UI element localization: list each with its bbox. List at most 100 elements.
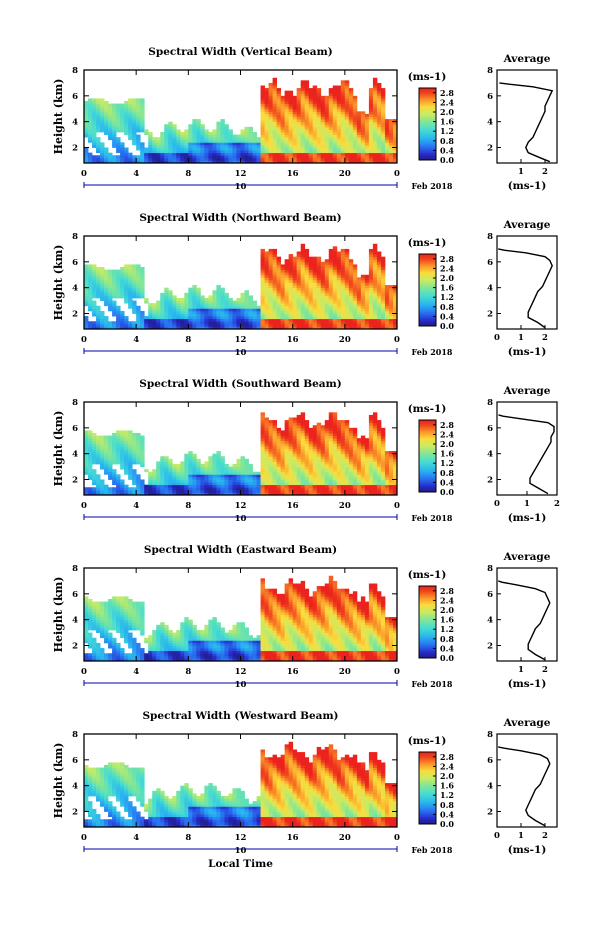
heatmap-cell xyxy=(292,448,298,452)
heatmap-cell xyxy=(108,464,113,467)
heatmap-cell xyxy=(392,292,398,296)
heatmap-cell xyxy=(268,433,273,436)
heatmap-cell xyxy=(284,440,290,444)
heatmap-cell xyxy=(116,106,121,110)
heatmap-cell xyxy=(360,155,366,159)
heatmap-cell xyxy=(356,487,362,491)
heatmap-cell xyxy=(288,259,294,263)
heatmap-cell xyxy=(368,438,374,442)
heatmap-cell xyxy=(340,82,346,86)
heatmap-cell xyxy=(348,119,354,123)
heatmap-cell xyxy=(196,469,201,473)
heatmap-cell xyxy=(220,482,225,486)
heatmap-cell xyxy=(112,111,117,115)
heatmap-cell xyxy=(292,285,298,289)
heatmap-cell xyxy=(312,298,318,301)
heatmap-cell xyxy=(376,267,382,270)
heatmap-cell xyxy=(180,318,185,322)
heatmap-cell xyxy=(324,144,330,148)
heatmap-cell xyxy=(316,101,322,104)
heatmap-cell xyxy=(328,464,334,467)
heatmap-cell xyxy=(268,134,273,138)
heatmap-cell xyxy=(288,132,294,135)
heatmap-cell xyxy=(124,440,129,444)
heatmap-cell xyxy=(324,132,330,135)
heatmap-cell xyxy=(228,155,233,159)
heatmap-cell xyxy=(372,489,378,493)
heatmap-cell xyxy=(148,303,153,307)
heatmap-cell xyxy=(108,298,113,301)
heatmap-cell xyxy=(276,313,282,317)
heatmap-cell xyxy=(268,251,273,255)
heatmap-cell xyxy=(296,300,302,304)
heatmap-cell xyxy=(292,417,298,421)
heatmap-cell xyxy=(324,160,330,164)
heatmap-cell xyxy=(288,308,294,312)
heatmap-cell xyxy=(212,456,217,460)
heatmap-cell xyxy=(320,160,326,164)
heatmap-cell xyxy=(160,308,165,312)
heatmap-cell xyxy=(276,316,282,320)
heatmap-cell xyxy=(304,261,310,265)
heatmap-cell xyxy=(276,430,282,434)
heatmap-cell xyxy=(128,155,133,159)
heatmap-cell xyxy=(304,95,310,99)
heatmap-cell xyxy=(160,489,165,493)
heatmap-cell xyxy=(232,492,237,496)
heatmap-cell xyxy=(104,101,109,104)
heatmap-cell xyxy=(332,103,338,107)
heatmap-cell xyxy=(344,303,350,307)
heatmap-cell xyxy=(96,448,101,452)
heatmap-cell xyxy=(116,119,121,123)
heatmap-cell xyxy=(336,126,342,130)
heatmap-cell xyxy=(384,295,390,299)
heatmap-cell xyxy=(372,251,378,255)
heatmap-cell xyxy=(192,305,197,309)
heatmap-cell xyxy=(112,443,117,447)
heatmap-cell xyxy=(128,438,133,442)
heatmap-cell xyxy=(320,108,326,112)
heatmap-cell xyxy=(380,155,386,159)
heatmap-cell xyxy=(384,318,390,322)
heatmap-cell xyxy=(236,461,241,465)
heatmap-cell xyxy=(212,147,217,151)
heatmap-cell xyxy=(372,479,378,483)
heatmap-cell xyxy=(132,321,137,325)
heatmap-cell xyxy=(196,489,201,493)
colorbar-segment xyxy=(419,315,436,318)
heatmap xyxy=(84,243,398,330)
heatmap-cell xyxy=(264,269,269,273)
heatmap-cell xyxy=(116,142,121,146)
heatmap-cell xyxy=(92,456,97,460)
heatmap-cell xyxy=(88,458,93,462)
heatmap-cell xyxy=(320,471,326,475)
heatmap-cell xyxy=(312,308,318,312)
colorbar-segment xyxy=(419,291,436,294)
heatmap-cell xyxy=(112,269,117,273)
heatmap-cell xyxy=(300,111,306,115)
heatmap-cell xyxy=(180,300,185,304)
heatmap-cell xyxy=(164,292,169,296)
heatmap-cell xyxy=(308,321,314,325)
heatmap-cell xyxy=(84,323,89,327)
heatmap-cell xyxy=(376,474,382,478)
heatmap-cell xyxy=(224,318,229,322)
heatmap-cell xyxy=(384,150,390,154)
heatmap-cell xyxy=(360,144,366,148)
heatmap-cell xyxy=(168,487,173,491)
heatmap-cell xyxy=(340,323,346,327)
heatmap-cell xyxy=(272,103,278,107)
heatmap-cell xyxy=(236,487,241,491)
heatmap-cell xyxy=(88,108,93,112)
heatmap-cell xyxy=(240,492,245,496)
heatmap-cell xyxy=(272,425,278,429)
heatmap-cell xyxy=(124,295,129,299)
heatmap-cell xyxy=(116,318,121,322)
heatmap-cell xyxy=(312,469,318,473)
heatmap-cell xyxy=(168,303,173,307)
heatmap-cell xyxy=(272,267,278,270)
x-tick-label: 16 xyxy=(287,335,299,345)
heatmap-cell xyxy=(324,106,330,110)
heatmap-cell xyxy=(360,132,366,135)
heatmap-cell xyxy=(348,453,354,457)
